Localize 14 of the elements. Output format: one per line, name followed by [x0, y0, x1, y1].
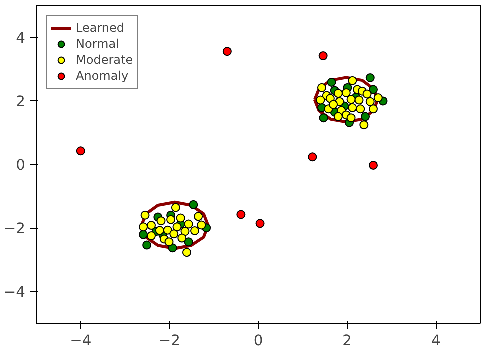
- legend-label: Learned: [76, 20, 125, 36]
- y-tick-label: −2: [4, 220, 26, 238]
- x-tick-label: 2: [342, 332, 352, 350]
- y-tick-label: 0: [16, 157, 26, 174]
- legend-label: Anomaly: [76, 68, 129, 84]
- x-tick-label: −4: [70, 332, 92, 350]
- y-tick-label: −4: [4, 284, 26, 302]
- y-tick-label: 2: [16, 93, 26, 110]
- legend-label: Normal: [76, 36, 120, 52]
- x-tick-label: −2: [158, 332, 181, 350]
- x-tick-label: 0: [254, 332, 264, 350]
- y-tick-label: 4: [16, 30, 26, 47]
- legend-label: Moderate: [76, 52, 134, 68]
- x-tick-label: 4: [431, 332, 441, 350]
